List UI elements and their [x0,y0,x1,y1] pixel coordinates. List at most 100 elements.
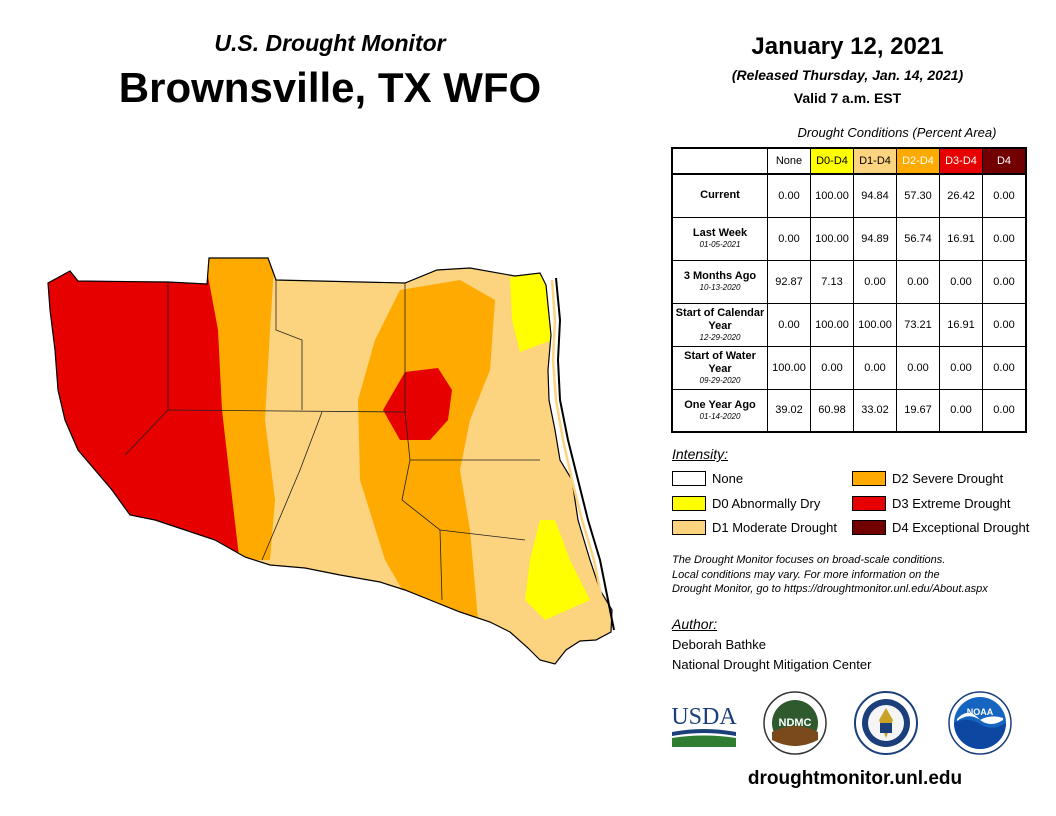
row-label-text: Start of Calendar Year [675,306,765,332]
legend-label: D0 Abnormally Dry [712,496,821,511]
table-row: Start of Calendar Year 12-29-2020 0.00 100.… [671,302,1027,347]
table-cell: 73.21 [896,302,940,347]
usda-logo-text: USDA [671,704,737,730]
row-label-text: Start of Water Year [684,349,756,375]
noaa-logo: NOAA [948,691,1012,755]
table-cell: 0.00 [982,259,1027,304]
ndmc-logo: NDMC [763,691,827,755]
column-header: None [767,147,811,175]
d3-western-area [48,260,240,565]
legend-item-d0: D0 Abnormally Dry [672,496,820,511]
author-name: Deborah Bathke [672,637,766,652]
legend-item-none: None [672,471,743,486]
table-cell: 26.42 [939,173,983,218]
table-cell: 0.00 [767,173,811,218]
table-cell: 56.74 [896,216,940,261]
author-organization: National Drought Mitigation Center [672,657,872,672]
table-cell: 0.00 [767,216,811,261]
d3-central-area [383,368,452,440]
note-line: Drought Monitor, go to https://droughtmo… [672,583,988,595]
usda-logo: USDA [671,704,737,747]
ndmc-logo-text: NDMC [779,717,812,729]
row-date: 01-14-2020 [699,411,741,421]
table-cell: 16.91 [939,216,983,261]
legend-label: D2 Severe Drought [892,471,1004,486]
barrier-island [550,279,604,601]
d0-northeast-area [510,268,552,352]
table-cell: 0.00 [896,345,940,390]
legend-label: None [712,471,744,486]
row-label: Current [671,173,768,218]
table-cell: 0.00 [982,173,1027,218]
drought-conditions-table: None D0-D4 D1-D4 D2-D4 D3-D4 D4 Current 0… [671,147,1027,433]
column-header: D4 [982,147,1027,175]
release-date: (Released Thursday, Jan. 14, 2021) [731,67,964,83]
table-cell: 0.00 [896,259,940,304]
table-cell: 0.00 [939,345,983,390]
website-url[interactable]: droughtmonitor.unl.edu [747,768,963,789]
map-title: Brownsville, TX WFO [118,64,542,111]
d0-southeast-area [525,520,590,620]
row-label: Start of Calendar Year 12-29-2020 [671,302,768,347]
table-cell: 39.02 [767,388,811,433]
legend-item-d4: D4 Exceptional Drought [852,520,1029,535]
note-line: The Drought Monitor focuses on broad-sca… [672,554,946,566]
table-row: 3 Months Ago 10-13-2020 92.87 7.13 0.00 0.00 0… [671,259,1027,304]
table-cell: 57.30 [896,173,940,218]
row-label-text: 3 Months Ago [683,270,757,282]
table-cell: 94.89 [853,216,897,261]
legend-swatch [852,520,886,535]
table-row: Current 0.00 100.00 94.84 57.30 26.42 0.00 [671,173,1027,218]
table-row: Start of Water Year 09-29-2020 100.00 0.00 0… [671,345,1027,390]
table-cell: 19.67 [896,388,940,433]
row-label: 3 Months Ago 10-13-2020 [671,259,768,304]
valid-time: Valid 7 a.m. EST [793,90,902,106]
commerce-seal [854,691,918,755]
legend-swatch [852,471,886,486]
map-subtitle: U.S. Drought Monitor [214,30,446,56]
drought-map [47,257,615,665]
row-date: 01-05-2021 [699,240,741,249]
legend-item-d1: D1 Moderate Drought [672,520,837,535]
legend-label: D4 Exceptional Drought [892,520,1030,535]
table-cell: 60.98 [810,388,854,433]
note-line: Local conditions may vary. For more info… [672,568,940,581]
table-cell: 0.00 [939,388,983,433]
row-label: One Year Ago 01-14-2020 [671,388,768,433]
legend-swatch [852,496,886,511]
row-label: Last Week 01-05-2021 [671,216,768,261]
disclaimer-note: The Drought Monitor focuses on broad-sca… [672,553,1042,597]
coastline [555,277,615,631]
legend-item-d2: D2 Severe Drought [852,471,1003,486]
table-cell: 100.00 [810,173,854,218]
d2-eastern-band [358,280,495,620]
column-header: D3-D4 [939,147,983,175]
row-label: Start of Water Year 09-29-2020 [671,345,768,390]
row-date: 09-29-2020 [699,375,741,385]
d2-western-band [200,258,275,560]
table-cell: 100.00 [810,216,854,261]
table-row: Last Week 01-05-2021 0.00 100.00 94.89 56.74 1… [671,216,1027,261]
table-title: Drought Conditions (Percent Area) [797,125,997,140]
table-cell: 100.00 [767,345,811,390]
table-cell: 0.00 [853,345,897,390]
table-cell: 0.00 [810,345,854,390]
legend-swatch [672,471,706,486]
table-cell: 0.00 [853,259,897,304]
legend-label: D1 Moderate Drought [712,520,838,535]
legend-item-d3: D3 Extreme Drought [852,496,1011,511]
table-cell: 0.00 [767,302,811,347]
table-cell: 100.00 [810,302,854,347]
column-header: D0-D4 [810,147,854,175]
legend-swatch [672,496,706,511]
table-cell: 92.87 [767,259,811,304]
table-cell: 33.02 [853,388,897,433]
row-date: 10-13-2020 [699,283,741,292]
legend-swatch [672,520,706,535]
table-cell: 100.00 [853,302,897,347]
table-cell: 0.00 [982,216,1027,261]
table-row: One Year Ago 01-14-2020 39.02 60.98 33.02 19.… [671,388,1027,433]
row-label-text: One Year Ago [684,398,756,411]
table-corner [672,148,768,174]
row-label-text: Last Week [692,227,748,239]
